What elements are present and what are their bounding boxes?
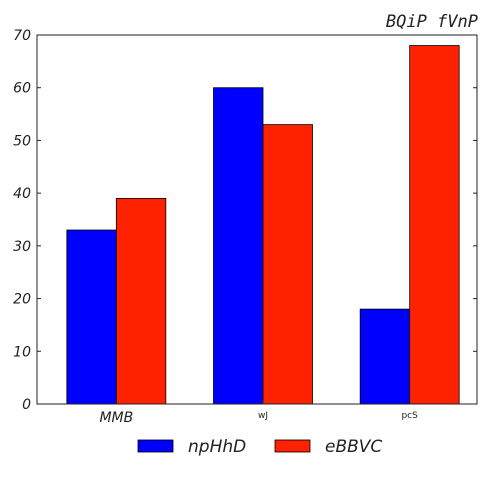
x-tick-label-MMB: MMB bbox=[99, 410, 133, 426]
x-tick-label-pcS: pcS bbox=[401, 411, 418, 421]
bar-npHhD-pcS bbox=[360, 309, 410, 404]
legend-label-eBBVC: eBBVC bbox=[325, 437, 382, 457]
bars-group bbox=[67, 46, 459, 404]
y-tick-label: 40 bbox=[13, 186, 31, 202]
legend-label-npHhD: npHhD bbox=[188, 437, 246, 457]
bar-eBBVC-wJ bbox=[263, 125, 313, 404]
legend-swatch-npHhD bbox=[138, 440, 173, 452]
y-tick-label: 0 bbox=[22, 397, 31, 413]
bar-eBBVC-pcS bbox=[410, 46, 460, 404]
y-tick-label: 70 bbox=[13, 28, 31, 44]
legend-swatch-eBBVC bbox=[275, 440, 310, 452]
y-tick-label: 20 bbox=[13, 292, 31, 308]
bar-npHhD-MMB bbox=[67, 230, 117, 404]
legend: npHhD eBBVC bbox=[138, 437, 382, 457]
y-tick-label: 50 bbox=[13, 133, 31, 149]
y-tick-label: 60 bbox=[13, 81, 31, 97]
bar-eBBVC-MMB bbox=[116, 198, 166, 404]
bar-npHhD-wJ bbox=[214, 88, 264, 404]
chart-title: BQiP fVnP bbox=[386, 12, 478, 32]
x-tick-label-wJ: wJ bbox=[258, 411, 268, 421]
y-tick-label: 30 bbox=[13, 239, 31, 255]
y-tick-label: 10 bbox=[13, 344, 31, 360]
